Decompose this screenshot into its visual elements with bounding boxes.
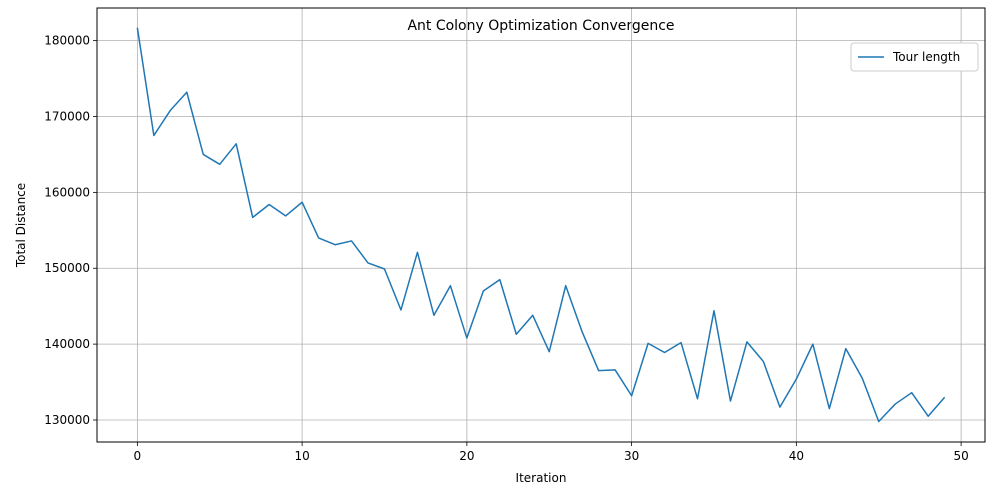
y-axis-label: Total Distance [14,183,28,268]
x-tick-label: 50 [953,449,968,463]
y-tick-label: 130000 [44,413,90,427]
chart-title: Ant Colony Optimization Convergence [407,18,674,34]
y-axis-ticks: 130000 140000 150000 160000 170000 180000 [44,34,97,427]
x-tick-label: 0 [134,449,142,463]
x-tick-label: 10 [294,449,309,463]
x-axis-ticks: 0 10 20 30 40 50 [134,442,969,463]
y-tick-label: 140000 [44,337,90,351]
x-tick-label: 40 [789,449,804,463]
grid [97,8,985,442]
x-tick-label: 20 [459,449,474,463]
series-group [137,28,944,422]
y-tick-label: 180000 [44,34,90,48]
x-axis-label: Iteration [516,471,567,485]
y-tick-label: 170000 [44,110,90,124]
plot-frame [97,8,985,442]
legend: Tour length [851,43,978,71]
y-tick-label: 160000 [44,185,90,199]
x-tick-label: 30 [624,449,639,463]
legend-label: Tour length [892,50,960,64]
series-line-0 [137,28,944,422]
y-tick-label: 150000 [44,261,90,275]
